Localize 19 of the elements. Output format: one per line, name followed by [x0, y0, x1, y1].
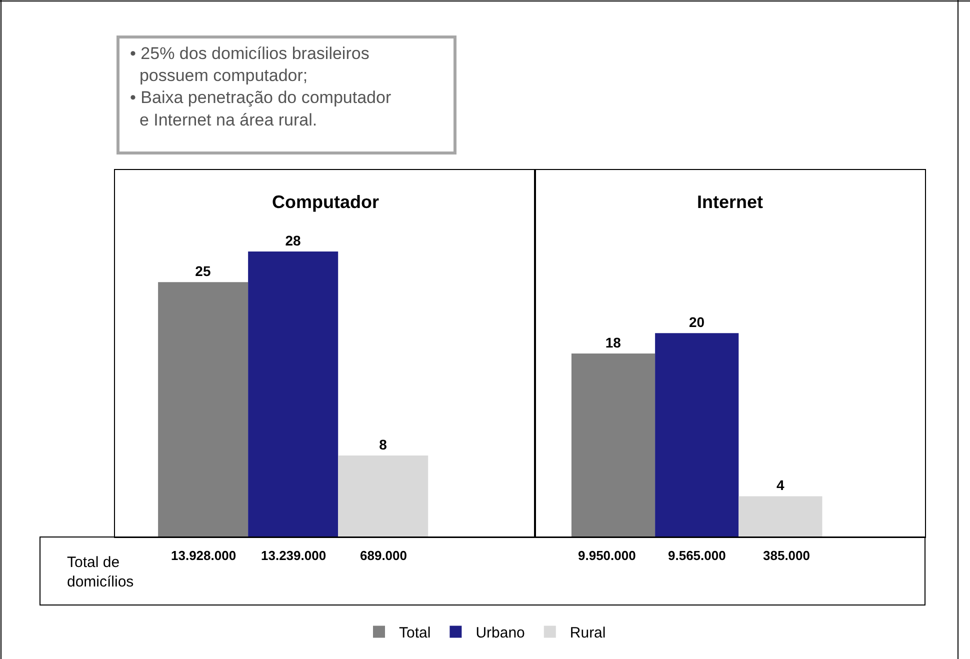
legend-label: Rural — [570, 624, 606, 642]
text: 9.950.000 — [578, 548, 636, 563]
text: 9.565.000 — [668, 548, 726, 563]
text: 385.000 — [763, 548, 810, 563]
legend-label: Total — [399, 624, 431, 642]
data-label: 20 — [688, 314, 705, 330]
text: 689.000 — [360, 548, 407, 563]
data-label: 25 — [195, 263, 211, 280]
text: Total de domicílios — [67, 554, 134, 590]
text: Internet — [697, 192, 764, 212]
text: Computador — [272, 192, 379, 212]
data-label: 28 — [285, 232, 301, 249]
text: • 25% dos domicílios brasileiros possuem computador; • Baixa penetração do computador e Internet na área rural. — [130, 44, 392, 130]
data-label: 18 — [605, 334, 622, 350]
data-label: 8 — [379, 436, 388, 452]
text: 13.928.000 — [171, 548, 236, 563]
legend-label: Urbano — [476, 624, 525, 642]
text: 13.239.000 — [261, 548, 326, 563]
data-label: 4 — [776, 477, 784, 494]
